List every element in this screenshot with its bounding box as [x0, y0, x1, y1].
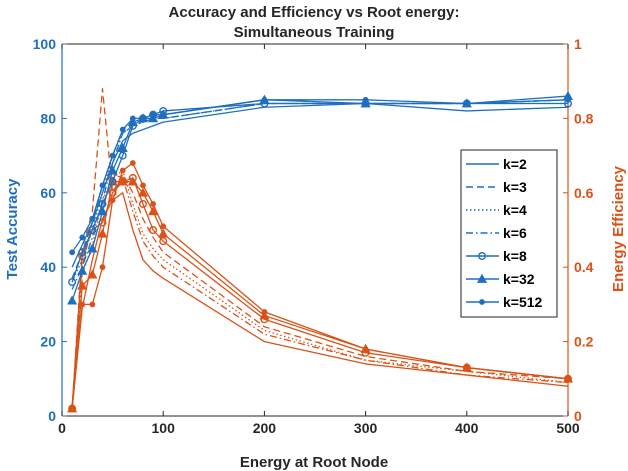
efficiency-point-k32 [259, 310, 270, 320]
efficiency-point-k512 [565, 375, 571, 382]
legend-label: k=6 [503, 225, 527, 241]
x-tick-label: 0 [58, 420, 66, 436]
accuracy-point-k512 [150, 111, 156, 118]
efficiency-line-k8 [71, 177, 569, 409]
y-axis-right-label: Energy Efficiency [610, 165, 627, 292]
efficiency-point-k512 [362, 346, 369, 352]
accuracy-point-k512 [99, 182, 106, 189]
accuracy-point-k512 [89, 215, 96, 222]
legend-marker [476, 273, 488, 283]
accuracy-point-k32 [97, 206, 108, 216]
accuracy-point-k32 [67, 295, 78, 305]
legend-label: k=2 [503, 156, 527, 172]
efficiency-line-k512 [71, 162, 569, 409]
accuracy-line-k512 [71, 99, 569, 253]
legend-label: k=8 [503, 248, 527, 264]
accuracy-point-k512 [140, 115, 146, 122]
y-right-tick-label: 0.2 [574, 334, 594, 350]
efficiency-point-k512 [129, 160, 136, 166]
efficiency-point-k512 [119, 167, 126, 174]
efficiency-point-k512 [160, 223, 167, 230]
legend-label: k=3 [503, 179, 527, 195]
legend-label: k=512 [503, 294, 543, 310]
chart-title-line2: Simultaneous Training [234, 24, 395, 41]
x-tick-label: 500 [556, 420, 580, 436]
y-left-tick-label: 20 [40, 334, 56, 350]
accuracy-point-k512 [79, 234, 86, 241]
accuracy-point-k8 [68, 278, 77, 287]
y-right-tick-label: 0 [574, 408, 582, 424]
accuracy-point-k32 [77, 265, 88, 275]
y-left-tick-label: 0 [48, 408, 56, 424]
efficiency-point-k512 [69, 405, 76, 412]
y-right-tick-label: 0.8 [574, 110, 594, 126]
efficiency-point-k32 [158, 228, 169, 238]
legend-marker [478, 251, 487, 260]
efficiency-line-k2 [71, 192, 569, 409]
legend: k=2 k=3 k=4 k=6 k=8 k=32 k=512 [460, 149, 558, 318]
y-axis-left-label: Test Accuracy [4, 178, 21, 280]
accuracy-point-k512 [69, 249, 76, 256]
efficiency-point-k32 [87, 269, 98, 279]
x-tick-label: 200 [253, 420, 277, 436]
legend-marker [479, 299, 485, 305]
accuracy-line-k32 [71, 95, 569, 301]
accuracy-point-k32 [107, 165, 118, 175]
chart-title-line1: Accuracy and Efficiency vs Root energy: [169, 4, 460, 21]
y-right-tick-label: 0.6 [574, 185, 594, 201]
accuracy-point-k32 [360, 98, 371, 108]
y-right-tick-label: 1 [574, 36, 582, 52]
efficiency-point-k32 [127, 176, 138, 186]
x-axis-label: Energy at Root Node [240, 454, 388, 471]
efficiency-point-k512 [140, 182, 146, 189]
accuracy-point-k512 [565, 96, 571, 103]
accuracy-point-k32 [117, 142, 128, 153]
efficiency-point-k512 [150, 201, 156, 207]
efficiency-point-k8 [149, 225, 158, 234]
x-tick-label: 100 [152, 420, 176, 436]
x-tick-label: 300 [354, 420, 378, 436]
efficiency-point-k512 [261, 308, 268, 315]
accuracy-point-k512 [109, 152, 116, 159]
accuracy-point-k512 [261, 96, 268, 103]
legend-label: k=4 [503, 202, 527, 218]
y-right-tick-label: 0.4 [574, 259, 594, 275]
accuracy-point-k32 [148, 113, 159, 123]
y-left-tick-label: 60 [40, 185, 56, 201]
plot-area: 0 100 200 300 400 50002040608010000.20.40.60.… [33, 36, 594, 436]
efficiency-line-k4 [71, 169, 569, 409]
efficiency-point-k8 [159, 237, 168, 246]
efficiency-point-k32 [148, 206, 159, 216]
efficiency-point-k32 [117, 176, 128, 186]
legend-label: k=32 [503, 271, 535, 287]
accuracy-point-k512 [129, 115, 136, 122]
accuracy-point-k512 [160, 111, 167, 118]
accuracy-point-k8 [78, 248, 87, 257]
accuracy-point-k8 [88, 225, 97, 234]
accuracy-point-k512 [463, 100, 470, 107]
y-left-tick-label: 40 [40, 259, 56, 275]
efficiency-line-k3 [71, 87, 569, 409]
y-left-tick-label: 80 [40, 110, 56, 126]
efficiency-point-k32 [77, 280, 88, 290]
efficiency-point-k512 [99, 264, 106, 271]
efficiency-point-k512 [79, 301, 86, 308]
efficiency-point-k32 [97, 228, 108, 238]
accuracy-point-k32 [127, 116, 138, 126]
efficiency-point-k8 [138, 199, 147, 208]
x-tick-label: 400 [455, 420, 479, 436]
efficiency-point-k512 [89, 301, 96, 308]
y-left-tick-label: 100 [33, 36, 57, 52]
efficiency-point-k8 [108, 188, 117, 197]
accuracy-point-k512 [362, 96, 369, 103]
efficiency-point-k32 [137, 187, 149, 197]
accuracy-point-k512 [119, 126, 126, 133]
efficiency-point-k512 [463, 364, 470, 371]
efficiency-point-k512 [109, 197, 116, 204]
accuracy-point-k32 [87, 243, 98, 253]
